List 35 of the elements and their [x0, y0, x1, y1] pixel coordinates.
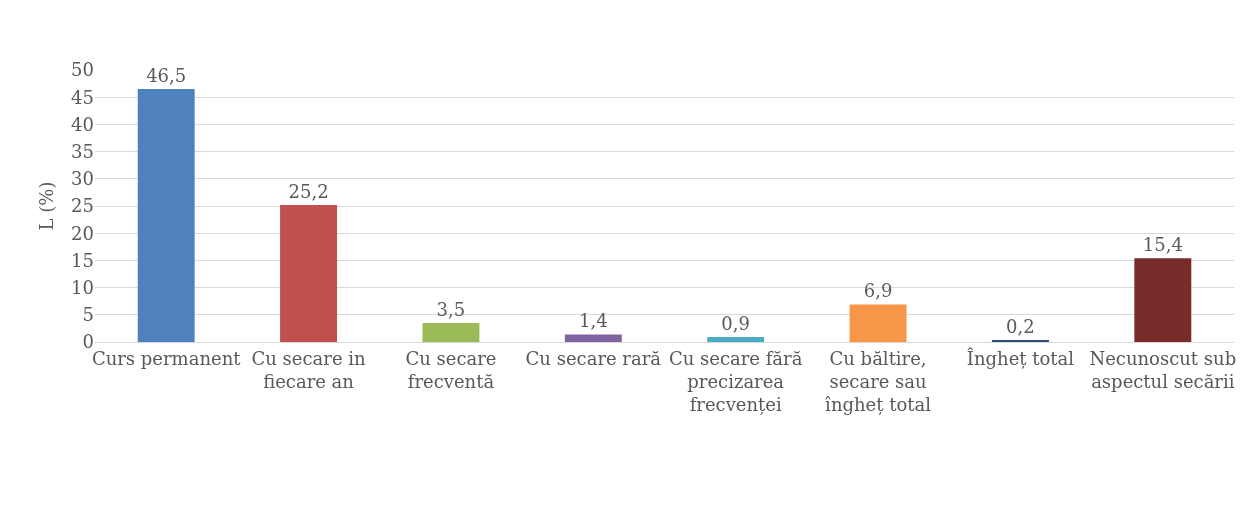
y-tick-label: 10 [71, 276, 94, 298]
y-tick-label: 35 [71, 140, 94, 162]
bar [422, 322, 480, 342]
y-tick-label: 45 [71, 86, 94, 108]
data-label: 1,4 [578, 310, 608, 332]
data-label: 3,5 [436, 298, 466, 320]
bar [564, 334, 622, 342]
x-tick-label: Îngheț total [966, 346, 1075, 369]
bar [707, 337, 765, 342]
y-tick-label: 30 [71, 168, 94, 190]
x-tick-label: Necunoscut sub aspectul secării [1089, 347, 1237, 392]
y-tick-label: 40 [71, 113, 94, 135]
x-tick-label: Cu secare rară [525, 347, 662, 369]
x-tick-label: Cu secare fără precizarea frecvenței [668, 347, 803, 416]
bar [280, 204, 338, 342]
data-label: 0,2 [1006, 316, 1035, 337]
bar [1134, 258, 1192, 342]
y-tick-label: 0 [82, 331, 94, 353]
y-tick-label: 15 [71, 249, 94, 271]
x-tick-label: Curs permanent [91, 347, 242, 369]
y-tick-label: 50 [71, 59, 94, 81]
data-label: 15,4 [1142, 234, 1183, 256]
y-axis-title: L (%) [36, 181, 58, 231]
x-tick-label: Cu secare in fiecare an [251, 347, 367, 392]
bar [137, 89, 195, 342]
data-label: 25,2 [288, 180, 329, 202]
y-tick-label: 20 [71, 222, 94, 244]
x-tick-label: Cu secare frecventă [405, 347, 497, 392]
data-label: 6,9 [863, 280, 893, 302]
y-tick-label: 25 [71, 195, 94, 217]
data-label: 46,5 [146, 65, 187, 87]
x-tick-label: Cu băltire, secare sau îngheț total [825, 347, 932, 416]
y-tick-label: 5 [82, 304, 94, 326]
bar [849, 304, 907, 342]
data-label: 0,9 [721, 313, 751, 335]
